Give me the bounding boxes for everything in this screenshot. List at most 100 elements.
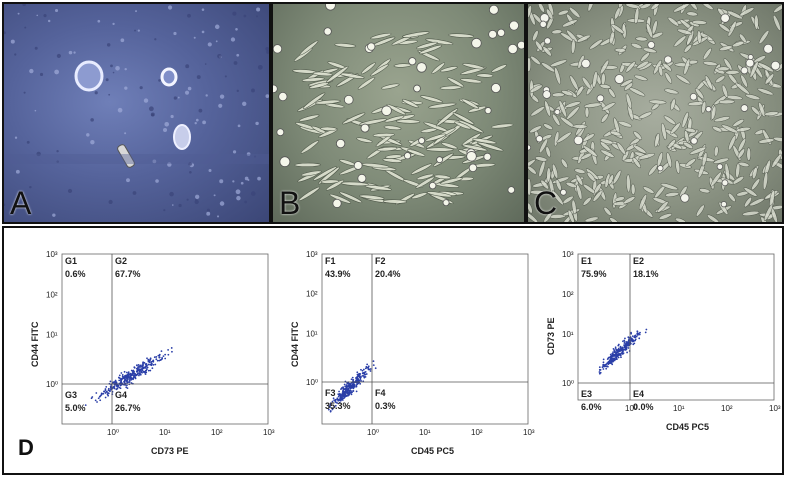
event-dot (120, 379, 123, 382)
event-dot (344, 385, 347, 388)
x-tick-label: 10² (211, 428, 223, 437)
event-dot (626, 351, 628, 354)
event-dot (167, 353, 170, 356)
event-dot (352, 390, 355, 392)
event-dot (149, 357, 152, 360)
quadrant-percent: 0.3% (375, 401, 396, 411)
x-tick-label: 10¹ (673, 404, 685, 413)
flow-cytometry-panel: G1 0.6% G2 67.7% G3 5.0% G4 26.7% 10⁰ 10¹ 10² 10³ 10… (2, 226, 784, 475)
event-dot (342, 386, 344, 389)
event-dot (607, 357, 610, 360)
event-dot (614, 358, 617, 361)
event-dot (104, 392, 107, 394)
event-dot (128, 379, 131, 382)
event-dot (123, 377, 125, 380)
y-tick-label: 10² (306, 290, 318, 299)
event-dot (625, 344, 628, 347)
event-dot (164, 353, 167, 356)
event-dot (104, 389, 107, 392)
event-dot (369, 368, 372, 370)
event-dot (146, 368, 148, 371)
y-axis-label: CD73 PE (546, 317, 556, 355)
flow-plot: E175.9%E218.1%E36.0%E40.0%10⁰10¹10²10³10… (546, 250, 781, 432)
event-dot (101, 392, 103, 395)
event-dot (615, 355, 618, 357)
round-cell (160, 67, 178, 87)
event-dot (107, 389, 110, 392)
event-dot (129, 377, 132, 380)
event-dot (633, 336, 636, 339)
event-dot (334, 400, 337, 403)
event-dot (355, 385, 358, 388)
event-dot (350, 384, 353, 387)
event-dot (160, 350, 163, 352)
event-dot (328, 405, 331, 407)
event-dot (357, 377, 359, 380)
event-dot (348, 383, 351, 386)
event-dot (84, 404, 87, 406)
event-dot (598, 372, 601, 375)
y-tick-label: 10³ (46, 250, 58, 259)
micrograph-b: B (271, 2, 526, 224)
quadrant-percent: 18.1% (633, 269, 659, 279)
event-dot (358, 376, 361, 379)
event-dot (602, 368, 605, 370)
quadrant-percent: 35.3% (325, 401, 351, 411)
event-dot (622, 348, 625, 351)
event-dot (353, 384, 356, 386)
event-dot (345, 391, 347, 394)
event-dot (133, 366, 136, 369)
event-dot (599, 368, 602, 371)
x-tick-label: 10⁰ (367, 428, 379, 437)
event-dot (126, 379, 129, 381)
event-dot (617, 347, 620, 350)
event-dot (347, 388, 350, 391)
event-dot (367, 365, 370, 368)
event-dot (126, 374, 128, 377)
event-dot (615, 348, 618, 351)
event-dot (137, 372, 139, 375)
event-dot (128, 376, 131, 379)
event-dot (123, 381, 126, 383)
event-dot (97, 397, 100, 400)
event-dot (152, 363, 155, 366)
event-dot (137, 366, 139, 369)
event-dot (347, 394, 349, 397)
event-dot (343, 388, 346, 391)
event-dot (601, 366, 604, 369)
event-dot (614, 356, 617, 359)
event-dot (127, 374, 130, 377)
event-dot (98, 395, 101, 398)
quadrant-percent: 26.7% (115, 403, 141, 413)
event-dot (626, 342, 629, 345)
event-dot (118, 379, 121, 382)
x-axis-label: CD73 PE (151, 446, 189, 456)
event-dot (623, 339, 626, 342)
event-dot (91, 396, 94, 398)
event-dot (613, 349, 616, 352)
event-dot (144, 370, 147, 372)
event-dot (135, 364, 138, 367)
event-dot (118, 374, 121, 377)
event-dot (124, 376, 127, 379)
event-dot (364, 367, 367, 370)
event-dot (341, 396, 344, 399)
event-dot (645, 328, 648, 331)
event-dot (624, 341, 626, 343)
event-dot (620, 356, 622, 359)
event-dot (139, 366, 142, 368)
event-dot (355, 379, 358, 381)
event-dot (125, 376, 128, 379)
x-tick-label: 10² (721, 404, 733, 413)
event-dot (130, 374, 133, 377)
event-dot (612, 358, 615, 361)
event-dot (598, 366, 601, 369)
x-tick-label: 10⁰ (625, 404, 637, 413)
event-dot (621, 350, 624, 353)
event-dot (140, 370, 143, 372)
event-dot (338, 401, 341, 404)
event-dot (120, 381, 123, 384)
x-axis-label: CD45 PC5 (666, 422, 709, 432)
event-dot (107, 392, 110, 395)
event-dot (352, 378, 355, 381)
